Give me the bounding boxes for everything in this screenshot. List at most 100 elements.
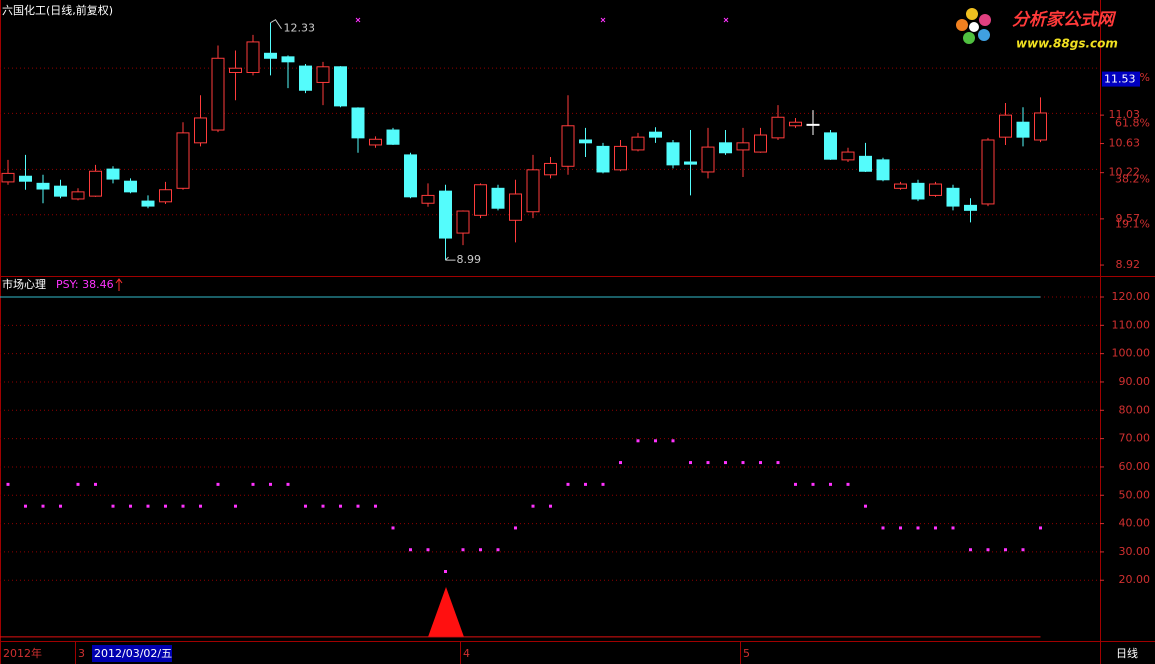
candle-body bbox=[211, 57, 225, 131]
candle-body bbox=[36, 182, 50, 190]
psy-dot bbox=[986, 548, 990, 552]
candle-body bbox=[19, 175, 32, 182]
psy-dot bbox=[59, 504, 62, 508]
psy-dot bbox=[6, 482, 10, 486]
candle-body bbox=[701, 146, 715, 173]
psy-dot bbox=[776, 461, 780, 465]
psy-dot bbox=[514, 526, 517, 530]
psy-dot bbox=[724, 461, 727, 465]
logo-petal bbox=[979, 14, 991, 26]
fib-label: 19.1% bbox=[1115, 218, 1150, 231]
psy-dot bbox=[479, 548, 482, 552]
candle-body bbox=[71, 191, 85, 200]
psy-dot bbox=[461, 548, 465, 552]
psy-dot bbox=[129, 504, 132, 508]
psy-dot bbox=[146, 504, 150, 508]
psy-dot bbox=[1039, 526, 1042, 530]
candle-body bbox=[999, 114, 1012, 138]
psy-dot bbox=[689, 461, 692, 465]
psy-dot bbox=[951, 526, 955, 530]
psy-dot bbox=[759, 461, 762, 465]
logo-url: www.88gs.com bbox=[1016, 37, 1118, 51]
candle-body bbox=[54, 185, 67, 197]
candle-body bbox=[736, 142, 750, 151]
month-label: 5 bbox=[743, 647, 750, 660]
psy-dot bbox=[304, 504, 307, 508]
candle-body bbox=[684, 161, 697, 165]
psy-dot bbox=[41, 504, 45, 508]
candle-body bbox=[491, 187, 505, 209]
candle-body bbox=[579, 139, 592, 144]
signal-mark bbox=[600, 17, 606, 23]
signal-marks bbox=[355, 17, 729, 23]
period-label: 日线 bbox=[1116, 646, 1138, 660]
candle-body bbox=[246, 41, 260, 73]
candle-body bbox=[859, 155, 872, 172]
psy-dot bbox=[934, 526, 937, 530]
psy-dot bbox=[531, 504, 535, 508]
psy-dot bbox=[636, 439, 640, 443]
candle-body bbox=[509, 193, 522, 221]
psy-dot bbox=[339, 504, 342, 508]
psy-dot bbox=[829, 482, 832, 486]
psy-dot bbox=[671, 439, 675, 443]
y-tick-label: 50.00 bbox=[1119, 488, 1151, 501]
candle-body bbox=[964, 204, 977, 211]
psy-dot bbox=[601, 482, 605, 486]
y-tick-label: 90.00 bbox=[1119, 375, 1151, 388]
psy-dot bbox=[1021, 548, 1025, 552]
candle-body bbox=[754, 134, 767, 153]
candle-body bbox=[649, 131, 662, 138]
y-tick-label: 60.00 bbox=[1119, 460, 1151, 473]
y-tick-label: 40.00 bbox=[1119, 517, 1151, 530]
y-tick-label: 20.00 bbox=[1119, 573, 1151, 586]
candle-body bbox=[719, 142, 732, 154]
candle-body bbox=[264, 52, 277, 59]
candle-body bbox=[946, 187, 960, 207]
psy-dot bbox=[794, 482, 797, 486]
y-tick-label: 11.03 bbox=[1109, 108, 1141, 121]
psy-dot bbox=[251, 482, 255, 486]
candle-body bbox=[876, 159, 890, 181]
psy-dot bbox=[216, 482, 220, 486]
candle-body bbox=[614, 145, 627, 171]
candle-body bbox=[1034, 112, 1047, 141]
psy-dot bbox=[426, 548, 430, 552]
candle-body bbox=[544, 162, 557, 176]
psy-dot bbox=[846, 482, 850, 486]
candle-body bbox=[1, 172, 15, 183]
psy-dot bbox=[356, 504, 360, 508]
logo-petal bbox=[956, 19, 968, 31]
psy-dot bbox=[811, 482, 815, 486]
high-pointer bbox=[270, 19, 282, 30]
candle-body bbox=[841, 151, 855, 161]
y-tick-label: 100.00 bbox=[1112, 347, 1151, 360]
candle-body bbox=[806, 123, 820, 126]
psy-dot bbox=[374, 504, 377, 508]
candle-body bbox=[929, 183, 942, 196]
psy-dot bbox=[164, 504, 167, 508]
candle-body bbox=[981, 139, 995, 205]
panel-title: 市场心理 bbox=[2, 277, 46, 291]
candle-body bbox=[911, 182, 925, 200]
candle-body bbox=[824, 132, 837, 160]
psy-dot bbox=[321, 504, 325, 508]
candle-body bbox=[474, 184, 487, 216]
candle-body bbox=[106, 168, 120, 180]
cursor-date: 2012/03/02/五 bbox=[94, 647, 172, 660]
candle-body bbox=[631, 136, 645, 151]
chart-title: 六国化工(日线,前复权) bbox=[2, 3, 113, 17]
psy-dot bbox=[269, 482, 272, 486]
month-label: 3 bbox=[78, 647, 85, 660]
candle-body bbox=[404, 154, 417, 198]
signal-mark bbox=[355, 17, 361, 23]
candle-body bbox=[159, 189, 172, 203]
psy-dot bbox=[916, 526, 920, 530]
psy-dot bbox=[76, 482, 80, 486]
low-pointer bbox=[445, 256, 456, 261]
candle-body bbox=[421, 194, 435, 204]
logo-petal bbox=[963, 32, 975, 44]
psy-dot bbox=[496, 548, 500, 552]
y-tick-label: 10.22 bbox=[1109, 166, 1141, 179]
